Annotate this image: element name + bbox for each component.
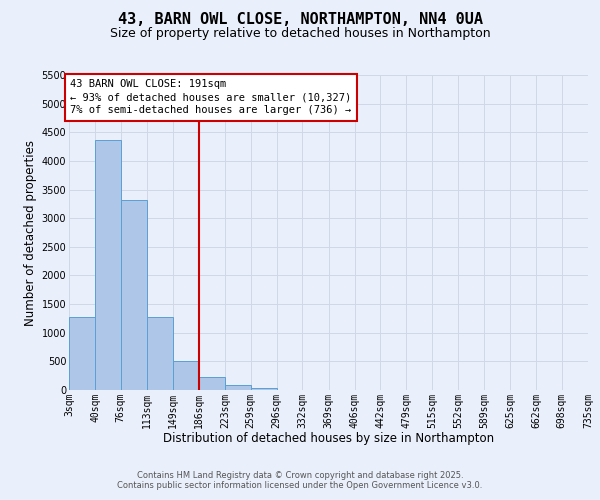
Text: Contains public sector information licensed under the Open Government Licence v3: Contains public sector information licen… bbox=[118, 481, 482, 490]
Bar bbox=[121, 200, 147, 390]
Bar bbox=[225, 386, 251, 390]
Text: 43 BARN OWL CLOSE: 191sqm
← 93% of detached houses are smaller (10,327)
7% of se: 43 BARN OWL CLOSE: 191sqm ← 93% of detac… bbox=[70, 79, 352, 116]
Bar bbox=[95, 140, 121, 390]
X-axis label: Distribution of detached houses by size in Northampton: Distribution of detached houses by size … bbox=[163, 432, 494, 445]
Text: 43, BARN OWL CLOSE, NORTHAMPTON, NN4 0UA: 43, BARN OWL CLOSE, NORTHAMPTON, NN4 0UA bbox=[118, 12, 482, 28]
Bar bbox=[251, 388, 277, 390]
Bar bbox=[69, 318, 95, 390]
Text: Size of property relative to detached houses in Northampton: Size of property relative to detached ho… bbox=[110, 28, 490, 40]
Bar bbox=[173, 362, 199, 390]
Y-axis label: Number of detached properties: Number of detached properties bbox=[25, 140, 37, 326]
Bar bbox=[199, 377, 225, 390]
Bar bbox=[147, 316, 173, 390]
Text: Contains HM Land Registry data © Crown copyright and database right 2025.: Contains HM Land Registry data © Crown c… bbox=[137, 471, 463, 480]
